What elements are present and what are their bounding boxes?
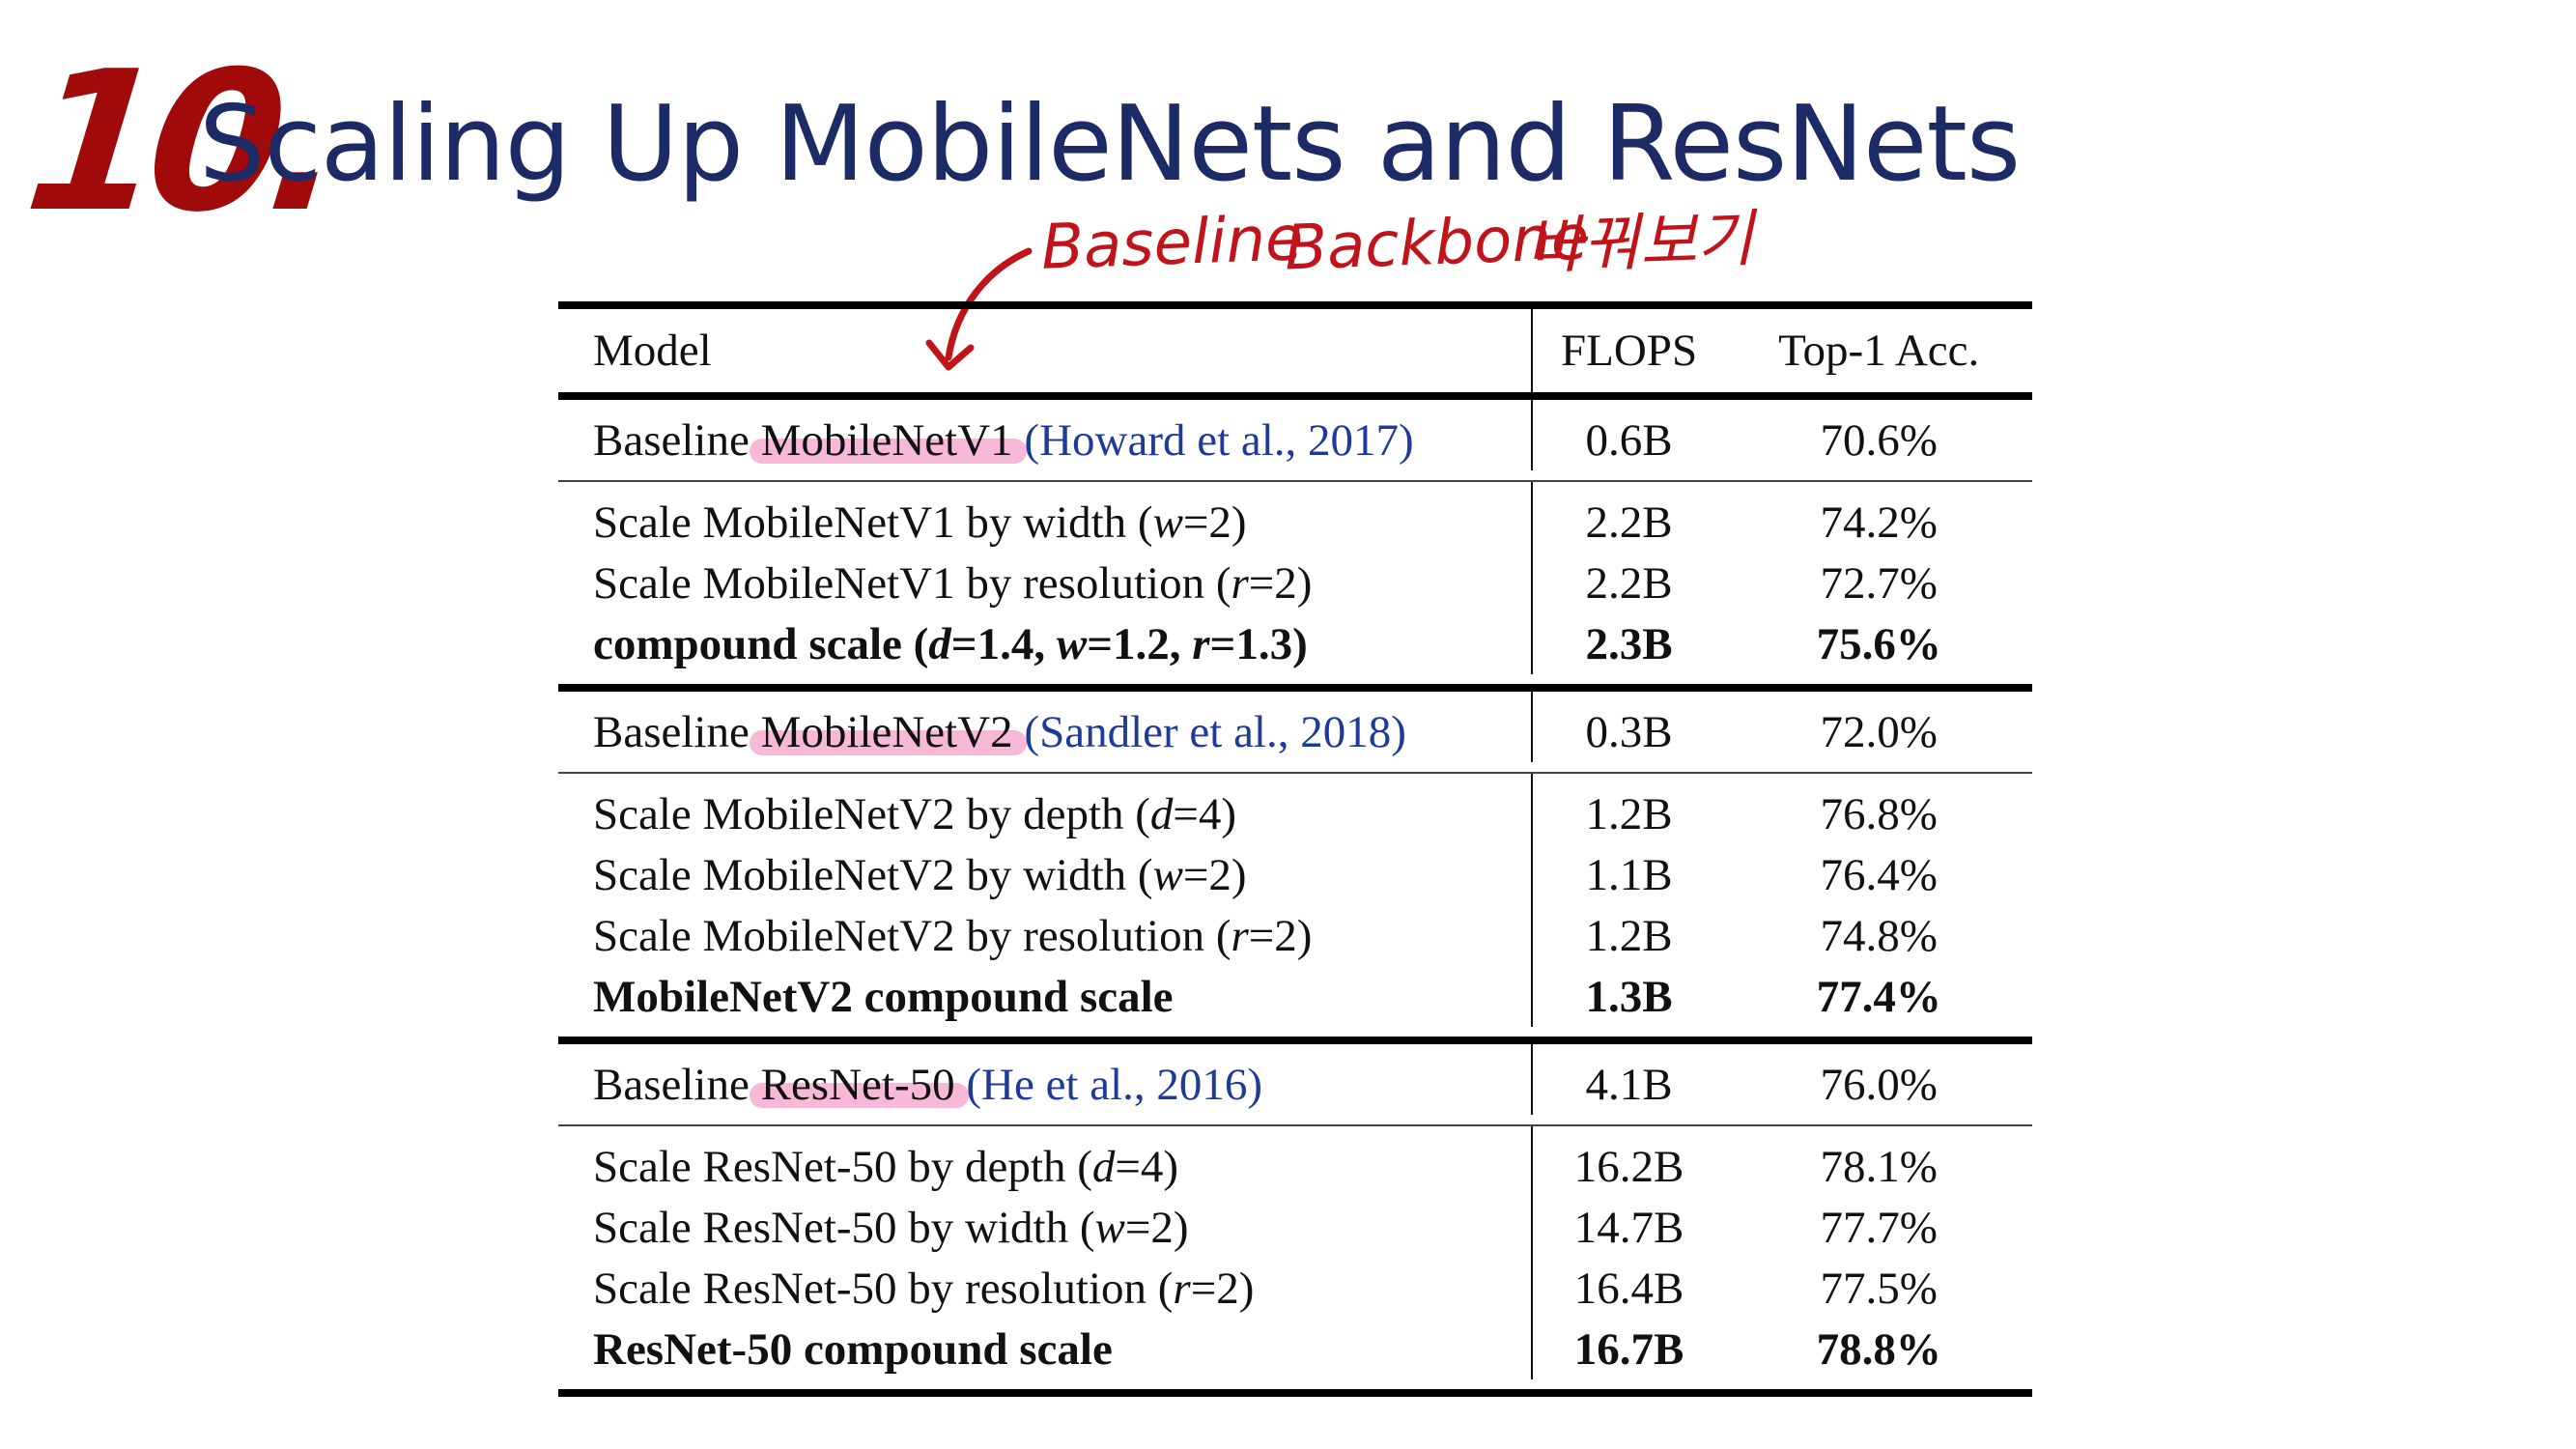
flops-cell: 1.3B (1530, 966, 1726, 1027)
flops-cell: 16.4B (1530, 1258, 1726, 1319)
table-top-rule (558, 301, 2032, 309)
highlighted-model: MobileNetV2 (760, 706, 1013, 757)
accuracy-cell: 78.8% (1816, 1323, 1941, 1375)
accuracy-cell: 76.8% (1820, 788, 1938, 839)
model-cell: compound scale (d=1.4, w=1.2, r=1.3) (593, 618, 1308, 669)
model-cell: Baseline MobileNetV1 (Howard et al., 201… (558, 414, 1531, 467)
accuracy-cell: 77.7% (1820, 1202, 1938, 1253)
table-row: Scale MobileNetV2 by width (w=2) 1.1B 76.4… (558, 844, 2032, 905)
model-cell: Scale MobileNetV2 by width (w=2) (593, 849, 1247, 900)
header-acc: Top-1 Acc. (1778, 326, 1980, 376)
model-cell: Baseline ResNet-50 (He et al., 2016) (558, 1059, 1531, 1111)
flops-cell: 16.7B (1530, 1319, 1726, 1379)
model-cell: Baseline MobileNetV2 (Sandler et al., 20… (558, 706, 1531, 758)
table-row: Scale MobileNetV1 by width (w=2) 2.2B 74.2… (558, 482, 2032, 553)
model-cell: Scale MobileNetV2 by depth (d=4) (593, 788, 1237, 839)
model-cell: Scale ResNet-50 by width (w=2) (593, 1202, 1189, 1253)
table-group: Baseline MobileNetV2 (Sandler et al., 20… (558, 692, 2032, 772)
table-group: Scale MobileNetV2 by depth (d=4) 1.2B 76.8… (558, 774, 2032, 1037)
table-group: Baseline MobileNetV1 (Howard et al., 201… (558, 400, 2032, 480)
citation-link[interactable]: (Howard et al., 2017) (1024, 414, 1414, 466)
table-row: Baseline MobileNetV1 (Howard et al., 201… (558, 400, 2032, 470)
model-cell: Scale MobileNetV1 by width (w=2) (593, 497, 1247, 548)
model-prefix: Baseline (593, 1059, 761, 1110)
table-row: MobileNetV2 compound scale 1.3B 77.4% (558, 966, 2032, 1027)
table-group: Baseline ResNet-50 (He et al., 2016) 4.1B… (558, 1044, 2032, 1124)
accuracy-cell: 72.7% (1820, 557, 1938, 609)
model-prefix: Baseline (593, 706, 761, 757)
table-separator (558, 772, 2032, 774)
results-table: Model FLOPS Top-1 Acc. Baseline MobileNe… (558, 301, 2032, 1397)
table-row: compound scale (d=1.4, w=1.2, r=1.3) 2.3B… (558, 613, 2032, 674)
table-row: Scale MobileNetV2 by depth (d=4) 1.2B 76.8… (558, 774, 2032, 844)
accuracy-cell: 75.6% (1816, 618, 1941, 669)
citation-link[interactable]: (He et al., 2016) (966, 1059, 1263, 1110)
table-row: Baseline ResNet-50 (He et al., 2016) 4.1B… (558, 1044, 2032, 1115)
table-row: Scale ResNet-50 by resolution (r=2) 16.4B… (558, 1258, 2032, 1319)
table-row: ResNet-50 compound scale 16.7B 78.8% (558, 1319, 2032, 1379)
header-flops: FLOPS (1530, 309, 1726, 392)
model-cell: Scale MobileNetV2 by resolution (r=2) (593, 910, 1313, 961)
highlighted-model: ResNet-50 (760, 1059, 955, 1110)
model-cell: Scale ResNet-50 by depth (d=4) (593, 1141, 1179, 1192)
table-group: Scale ResNet-50 by depth (d=4) 16.2B 78.1%… (558, 1126, 2032, 1389)
model-cell: ResNet-50 compound scale (593, 1323, 1113, 1375)
table-row: Scale MobileNetV1 by resolution (r=2) 2.2… (558, 553, 2032, 613)
model-cell: MobileNetV2 compound scale (593, 971, 1174, 1022)
highlighted-model: MobileNetV1 (760, 414, 1013, 466)
table-body: Baseline MobileNetV1 (Howard et al., 201… (558, 400, 2032, 1389)
flops-cell: 1.1B (1530, 844, 1726, 905)
flops-cell: 1.2B (1530, 905, 1726, 966)
table-group: Scale MobileNetV1 by width (w=2) 2.2B 74.2… (558, 482, 2032, 684)
model-cell: Scale MobileNetV1 by resolution (r=2) (593, 557, 1313, 609)
accuracy-cell: 74.8% (1820, 910, 1938, 961)
flops-cell: 16.2B (1530, 1126, 1726, 1197)
table-bottom-rule (558, 1389, 2032, 1397)
model-cell: Scale ResNet-50 by resolution (r=2) (593, 1263, 1255, 1314)
accuracy-cell: 77.4% (1816, 971, 1941, 1022)
flops-cell: 2.2B (1530, 553, 1726, 613)
table-row: Baseline MobileNetV2 (Sandler et al., 20… (558, 692, 2032, 762)
accuracy-cell: 76.4% (1820, 849, 1938, 900)
table-header-rule (558, 392, 2032, 400)
flops-cell: 0.6B (1530, 400, 1726, 470)
model-prefix: Baseline (593, 414, 761, 466)
header-model: Model (593, 326, 712, 376)
flops-cell: 1.2B (1530, 774, 1726, 844)
accuracy-cell: 72.0% (1820, 706, 1938, 757)
table-row: Scale ResNet-50 by width (w=2) 14.7B 77.7% (558, 1197, 2032, 1258)
annotation-korean: 바꿔보기 (1524, 203, 1755, 284)
accuracy-cell: 78.1% (1820, 1141, 1938, 1192)
flops-cell: 14.7B (1530, 1197, 1726, 1258)
slide-title: Scaling Up MobileNets and ResNets (199, 84, 2021, 205)
table-row: Scale ResNet-50 by depth (d=4) 16.2B 78.1% (558, 1126, 2032, 1197)
flops-cell: 2.2B (1530, 482, 1726, 553)
flops-cell: 0.3B (1530, 692, 1726, 762)
accuracy-cell: 74.2% (1820, 497, 1938, 548)
accuracy-cell: 76.0% (1820, 1059, 1938, 1110)
accuracy-cell: 77.5% (1820, 1263, 1938, 1314)
table-header: Model FLOPS Top-1 Acc. (558, 309, 2032, 392)
table-separator (558, 684, 2032, 692)
table-separator (558, 1124, 2032, 1126)
table-separator (558, 1037, 2032, 1044)
annotation-arrow-icon (925, 247, 1033, 371)
citation-link[interactable]: (Sandler et al., 2018) (1024, 706, 1406, 757)
table-separator (558, 480, 2032, 482)
flops-cell: 2.3B (1530, 613, 1726, 674)
annotation-baseline: Baseline (1039, 203, 1305, 284)
flops-cell: 4.1B (1530, 1044, 1726, 1115)
table-row: Scale MobileNetV2 by resolution (r=2) 1.2… (558, 905, 2032, 966)
accuracy-cell: 70.6% (1820, 414, 1938, 466)
